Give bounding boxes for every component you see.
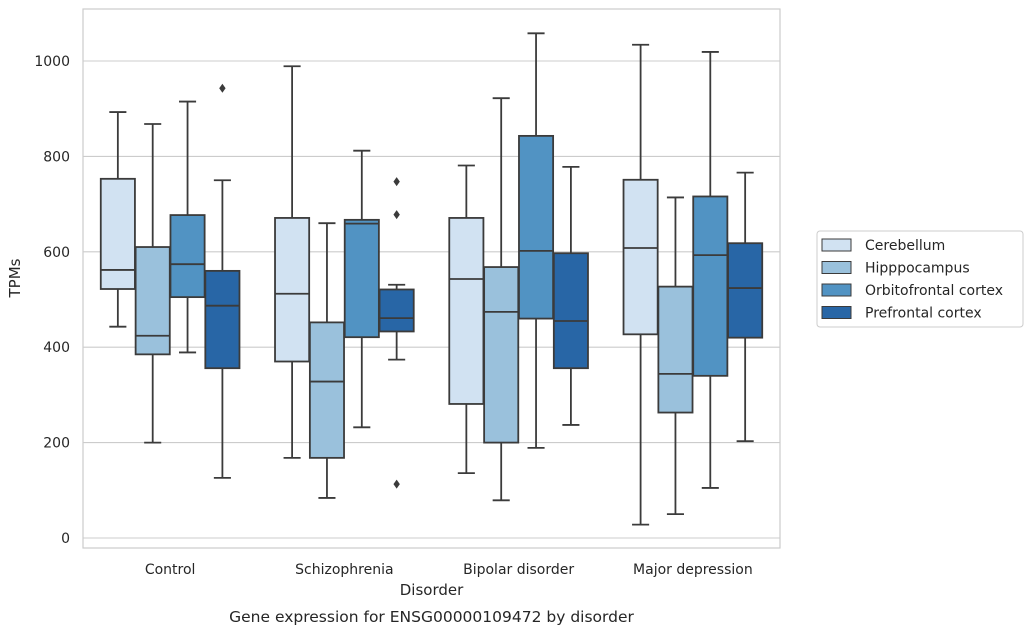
y-tick-label: 0 (61, 531, 70, 547)
box (343, 218, 380, 339)
boxes (99, 32, 764, 526)
box (622, 178, 659, 336)
chart-caption: Gene expression for ENSG00000109472 by d… (229, 608, 634, 626)
x-tick-label: Control (145, 562, 196, 578)
box (727, 242, 764, 339)
y-tick-label: 400 (43, 340, 70, 356)
box (204, 269, 241, 370)
box (518, 134, 555, 320)
legend-swatch (821, 238, 852, 252)
legend-swatch (821, 283, 852, 297)
y-tick-label: 600 (43, 245, 70, 261)
box (169, 214, 206, 299)
box (378, 288, 415, 333)
y-tick-label: 200 (43, 436, 70, 452)
box (134, 246, 171, 356)
x-tick-label: Schizophrenia (295, 562, 393, 578)
legend-label: Hipppocampus (865, 261, 970, 277)
plot-frame (82, 8, 781, 549)
box (308, 321, 345, 459)
y-axis-ticks: 0 200 400 600 800 1000 (34, 54, 70, 547)
box (552, 252, 589, 370)
y-axis-label: TPMs (6, 258, 24, 298)
outlier-point (393, 210, 400, 220)
legend: Cerebellum Hipppocampus Orbitofrontal cort… (816, 230, 1024, 328)
legend-swatch (821, 306, 852, 319)
legend-label: Cerebellum (865, 238, 945, 254)
legend-label: Orbitofrontal cortex (865, 283, 1003, 299)
outlier-point (393, 177, 400, 187)
x-tick-label: Major depression (633, 562, 753, 578)
y-tick-label: 800 (43, 149, 70, 165)
x-axis-label: Disorder (400, 581, 464, 599)
outlier-point (393, 479, 400, 489)
x-axis-ticks: Control Schizophrenia Bipolar disorder Majo… (145, 562, 753, 578)
y-tick-label: 1000 (34, 54, 70, 70)
box (448, 217, 485, 405)
box (274, 217, 311, 363)
legend-label: Prefrontal cortex (865, 306, 982, 322)
box (483, 266, 520, 444)
box (692, 195, 729, 377)
outlier-point (219, 83, 226, 93)
box (99, 177, 136, 290)
legend-swatch (821, 261, 852, 274)
x-tick-label: Bipolar disorder (463, 562, 574, 578)
legend-frame (816, 230, 1024, 328)
box (657, 285, 694, 414)
